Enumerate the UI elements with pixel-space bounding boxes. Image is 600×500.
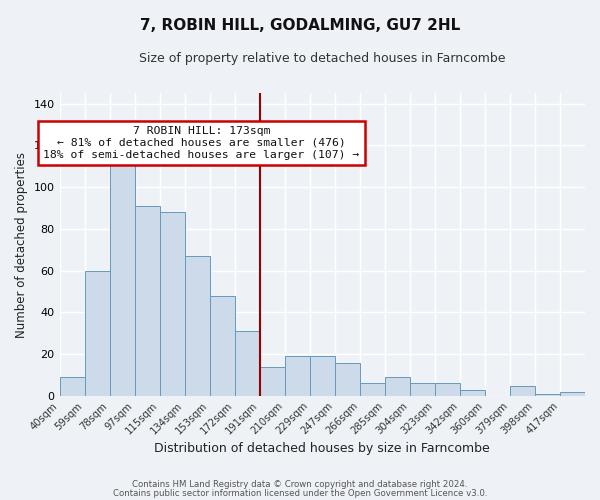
Bar (134, 206, 160, 396)
Bar (410, 384, 435, 396)
Bar (235, 331, 260, 396)
Bar (535, 394, 560, 396)
Text: 7, ROBIN HILL, GODALMING, GU7 2HL: 7, ROBIN HILL, GODALMING, GU7 2HL (140, 18, 460, 32)
Bar (360, 384, 385, 396)
Text: Contains HM Land Registry data © Crown copyright and database right 2024.: Contains HM Land Registry data © Crown c… (132, 480, 468, 489)
Bar (560, 392, 585, 396)
Bar (260, 366, 285, 396)
Text: 7 ROBIN HILL: 173sqm
← 81% of detached houses are smaller (476)
18% of semi-deta: 7 ROBIN HILL: 173sqm ← 81% of detached h… (43, 126, 359, 160)
Bar (110, 154, 134, 396)
Bar (385, 377, 410, 396)
Y-axis label: Number of detached properties: Number of detached properties (15, 152, 28, 338)
Bar (209, 296, 235, 396)
Title: Size of property relative to detached houses in Farncombe: Size of property relative to detached ho… (139, 52, 506, 66)
Bar (460, 390, 485, 396)
Bar (185, 256, 209, 396)
Bar (510, 386, 535, 396)
Text: Contains public sector information licensed under the Open Government Licence v3: Contains public sector information licen… (113, 489, 487, 498)
Bar (85, 270, 110, 396)
Bar (335, 362, 360, 396)
Bar (59, 377, 85, 396)
X-axis label: Distribution of detached houses by size in Farncombe: Distribution of detached houses by size … (154, 442, 490, 455)
Bar (435, 384, 460, 396)
Bar (160, 212, 185, 396)
Bar (310, 356, 335, 396)
Bar (285, 356, 310, 396)
